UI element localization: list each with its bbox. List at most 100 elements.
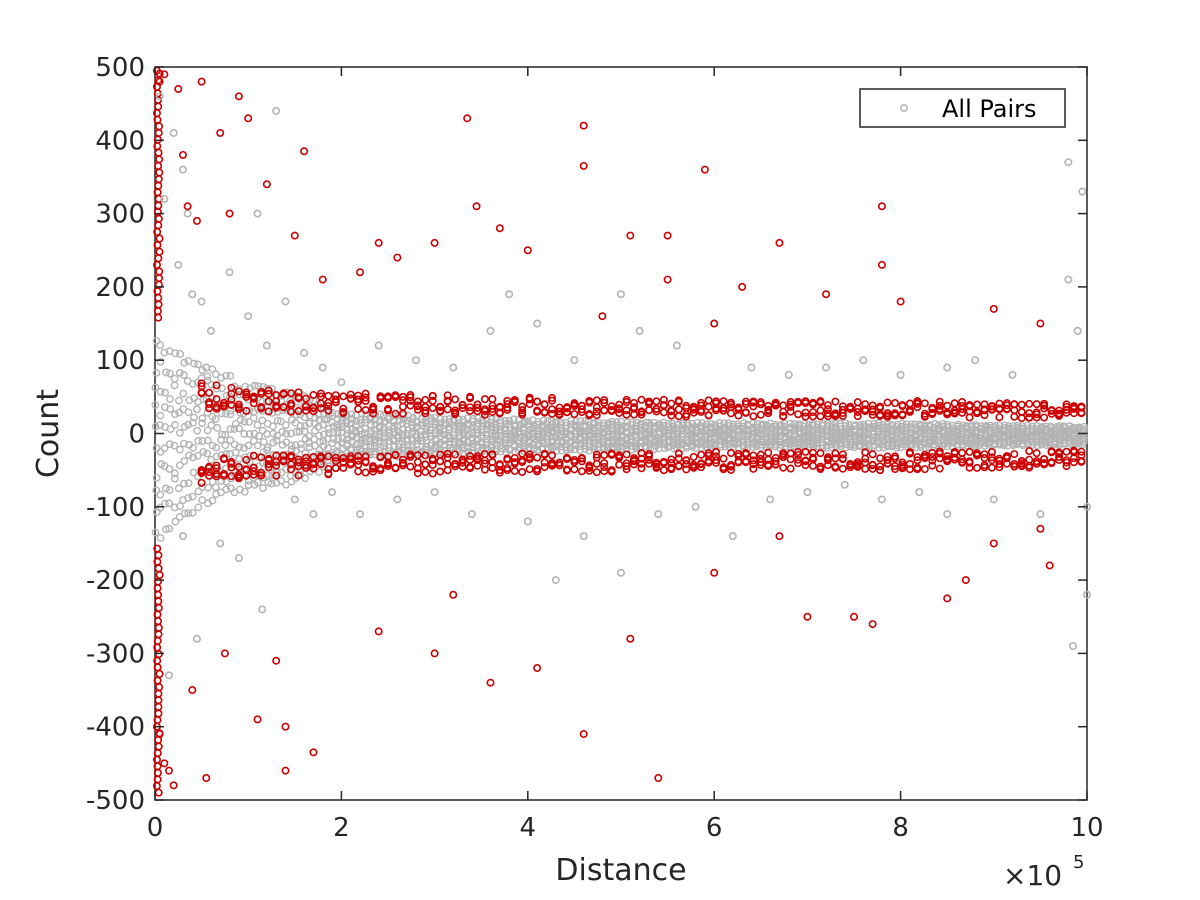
dense-point-highlighted — [548, 451, 557, 460]
dense-point-all-pairs — [272, 436, 281, 445]
point-highlighted — [943, 594, 952, 603]
dense-point-all-pairs — [878, 424, 887, 433]
point-highlighted — [253, 715, 262, 724]
point-all-pairs — [877, 495, 886, 504]
y-tick-label: 300 — [95, 200, 145, 230]
dense-point-all-pairs — [659, 418, 668, 427]
point-highlighted — [1036, 524, 1045, 533]
dense-point-highlighted — [361, 468, 370, 477]
dense-point-highlighted — [652, 407, 661, 416]
dense-point-highlighted — [480, 405, 489, 414]
dense-point-all-pairs — [576, 416, 585, 425]
point-all-pairs — [174, 260, 183, 269]
dense-point-highlighted — [153, 544, 162, 553]
dense-point-highlighted — [257, 389, 266, 398]
dense-point-highlighted — [279, 402, 288, 411]
dense-point-highlighted — [331, 395, 340, 404]
dense-point-all-pairs — [184, 420, 193, 429]
point-all-pairs — [654, 510, 663, 519]
dense-point-highlighted — [794, 410, 803, 419]
point-highlighted — [626, 634, 635, 643]
dense-point-all-pairs — [343, 425, 352, 434]
dense-point-highlighted — [1077, 456, 1086, 465]
dense-point-highlighted — [406, 396, 415, 405]
dense-point-all-pairs — [156, 503, 165, 512]
dense-point-highlighted — [212, 472, 221, 481]
point-all-pairs — [570, 356, 579, 365]
point-highlighted — [164, 766, 173, 775]
point-highlighted — [803, 612, 812, 621]
y-tick-label: -500 — [86, 786, 145, 816]
point-all-pairs — [505, 290, 514, 299]
dense-point-all-pairs — [361, 418, 369, 427]
dense-point-highlighted — [920, 450, 929, 459]
dense-point-all-pairs — [165, 486, 174, 494]
point-highlighted — [318, 275, 327, 284]
dense-point-highlighted — [831, 412, 840, 421]
dense-point-all-pairs — [175, 396, 183, 405]
dense-point-all-pairs — [151, 400, 160, 409]
point-highlighted — [710, 319, 719, 328]
dense-point-highlighted — [592, 459, 601, 468]
dense-point-all-pairs — [212, 443, 221, 452]
dense-point-highlighted — [823, 453, 832, 462]
dense-point-highlighted — [324, 406, 333, 415]
dense-point-highlighted — [987, 448, 996, 457]
dense-point-highlighted — [369, 402, 378, 411]
dense-point-all-pairs — [193, 426, 202, 435]
dense-point-all-pairs — [650, 418, 658, 427]
dense-point-all-pairs — [324, 444, 332, 453]
dense-point-highlighted — [808, 408, 817, 417]
dense-point-highlighted — [324, 452, 333, 461]
point-all-pairs — [178, 165, 187, 174]
dense-point-highlighted — [354, 391, 363, 400]
dense-point-highlighted — [712, 399, 721, 408]
dense-point-highlighted — [719, 406, 728, 415]
dense-point-all-pairs — [390, 422, 399, 430]
dense-point-highlighted — [913, 456, 922, 465]
dense-point-all-pairs — [244, 441, 253, 450]
dense-point-all-pairs — [160, 499, 169, 508]
point-all-pairs — [467, 510, 476, 519]
dense-point-highlighted — [428, 392, 437, 401]
dense-point-highlighted — [480, 395, 489, 404]
dense-point-all-pairs — [226, 425, 235, 433]
point-all-pairs — [262, 341, 271, 350]
dense-point-all-pairs — [297, 440, 305, 449]
point-highlighted — [710, 568, 719, 577]
dense-point-highlighted — [1062, 400, 1071, 409]
dense-point-highlighted — [301, 406, 310, 415]
dense-point-all-pairs — [188, 492, 197, 501]
dense-point-all-pairs — [698, 419, 706, 427]
legend-marker-all-pairs — [899, 104, 908, 113]
dense-point-highlighted — [488, 463, 497, 472]
dense-point-highlighted — [600, 396, 609, 405]
dense-point-highlighted — [689, 452, 698, 461]
dense-point-all-pairs — [371, 438, 379, 447]
dense-point-highlighted — [585, 398, 594, 407]
dense-point-highlighted — [630, 454, 639, 463]
dense-point-highlighted — [861, 458, 870, 467]
dense-point-highlighted — [421, 460, 430, 469]
x-axis-ticks: 0 2 4 6 8 10 — [147, 67, 1104, 843]
dense-point-all-pairs — [371, 447, 380, 456]
point-all-pairs — [290, 495, 299, 504]
point-highlighted — [220, 649, 229, 658]
dense-point-highlighted — [1077, 447, 1086, 456]
dense-point-highlighted — [212, 381, 221, 390]
dense-point-highlighted — [749, 460, 758, 469]
dense-point-highlighted — [1055, 410, 1064, 419]
dense-point-all-pairs — [165, 440, 174, 449]
dense-point-all-pairs — [156, 357, 165, 366]
dense-point-highlighted — [1032, 408, 1041, 417]
dense-point-highlighted — [659, 408, 668, 417]
dense-point-highlighted — [488, 450, 497, 459]
dense-point-highlighted — [436, 407, 445, 416]
point-all-pairs — [915, 488, 924, 497]
point-highlighted — [234, 92, 243, 101]
dense-point-highlighted — [726, 465, 735, 474]
dense-point-highlighted — [995, 463, 1004, 472]
dense-point-all-pairs — [273, 416, 282, 425]
dense-point-highlighted — [257, 468, 266, 477]
point-all-pairs — [691, 502, 700, 511]
